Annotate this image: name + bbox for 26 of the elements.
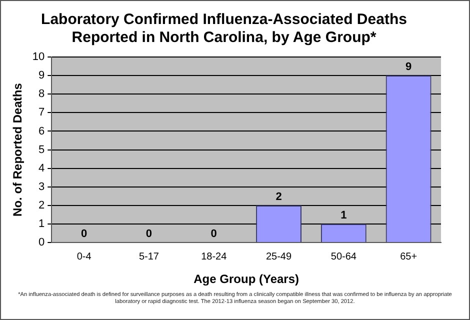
y-tick-label: 2	[38, 200, 45, 212]
y-tick-label: 10	[32, 51, 45, 64]
chart-title: Laboratory Confirmed Influenza-Associated Deaths Reported in North Carolina, by Age Group*	[41, 11, 407, 46]
x-tick-label: 18-24	[201, 251, 228, 262]
y-tick-label: 7	[38, 106, 45, 119]
data-label: 0	[210, 228, 217, 240]
x-tick-label: 65+	[400, 251, 418, 262]
y-tick-label: 9	[38, 70, 45, 82]
y-tick-label: 1	[38, 218, 45, 230]
y-axis-title: No. of Reported Deaths	[10, 82, 25, 216]
x-tick-label: 0-4	[76, 251, 92, 262]
data-label: 9	[405, 61, 412, 74]
y-tick-label: 0	[38, 236, 45, 249]
y-tick-label: 5	[38, 144, 45, 156]
data-label: 2	[276, 191, 282, 204]
x-axis-title: Age Group (Years)	[194, 272, 299, 286]
data-label: 1	[340, 210, 347, 222]
y-tick-label: 6	[38, 125, 45, 138]
data-label: 0	[146, 228, 152, 240]
y-tick-label: 3	[38, 180, 45, 193]
y-tick-label: 8	[38, 88, 45, 100]
x-tick-label: 25-49	[266, 251, 292, 262]
data-label: 0	[81, 228, 88, 240]
x-tick-label: 5-17	[138, 251, 160, 262]
y-tick-label: 4	[38, 162, 45, 174]
x-tick-label: 50-64	[330, 251, 357, 262]
